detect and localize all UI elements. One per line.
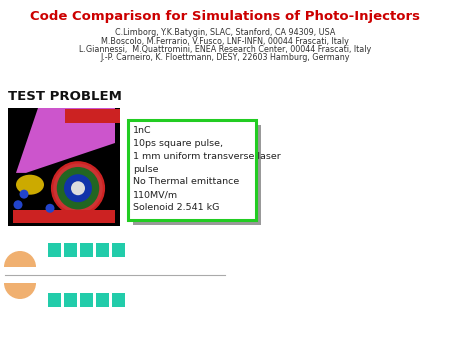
Ellipse shape <box>53 163 103 213</box>
Text: 1nC
10ps square pulse,
1 mm uniform transverse laser
pulse
No Thermal emittance
: 1nC 10ps square pulse, 1 mm uniform tran… <box>133 126 281 212</box>
Text: M.Boscolo, M.Ferrario, V.Fusco, LNF-INFN, 00044 Frascati, Italy: M.Boscolo, M.Ferrario, V.Fusco, LNF-INFN… <box>101 37 349 46</box>
Wedge shape <box>4 251 36 267</box>
Circle shape <box>14 200 22 209</box>
Ellipse shape <box>71 181 85 195</box>
Wedge shape <box>4 283 36 299</box>
Text: L.Giannessi,  M.Quattromini, ENEA Research Center, 00044 Frascati, Italy: L.Giannessi, M.Quattromini, ENEA Researc… <box>79 45 371 54</box>
Ellipse shape <box>64 174 92 202</box>
Polygon shape <box>16 108 115 173</box>
Text: J.-P. Carneiro, K. Floettmann, DESY, 22603 Hamburg, Germany: J.-P. Carneiro, K. Floettmann, DESY, 226… <box>100 53 350 63</box>
Bar <box>112 293 125 307</box>
Bar <box>65 109 120 123</box>
Text: TEST PROBLEM: TEST PROBLEM <box>8 90 122 103</box>
Ellipse shape <box>16 175 44 195</box>
Bar <box>133 125 261 225</box>
Bar <box>96 293 109 307</box>
Text: C.Limborg, Y.K.Batygin, SLAC, Stanford, CA 94309, USA: C.Limborg, Y.K.Batygin, SLAC, Stanford, … <box>115 28 335 37</box>
Bar <box>48 293 61 307</box>
Bar <box>128 120 256 220</box>
Ellipse shape <box>55 165 101 211</box>
Circle shape <box>45 204 54 213</box>
Bar <box>80 243 93 257</box>
Circle shape <box>19 190 28 199</box>
Bar <box>96 243 109 257</box>
Bar <box>80 293 93 307</box>
Bar <box>112 243 125 257</box>
Bar <box>13 210 115 223</box>
Bar <box>8 108 120 226</box>
Text: Code Comparison for Simulations of Photo-Injectors: Code Comparison for Simulations of Photo… <box>30 10 420 23</box>
Bar <box>64 243 77 257</box>
Bar <box>48 243 61 257</box>
Bar <box>64 293 77 307</box>
